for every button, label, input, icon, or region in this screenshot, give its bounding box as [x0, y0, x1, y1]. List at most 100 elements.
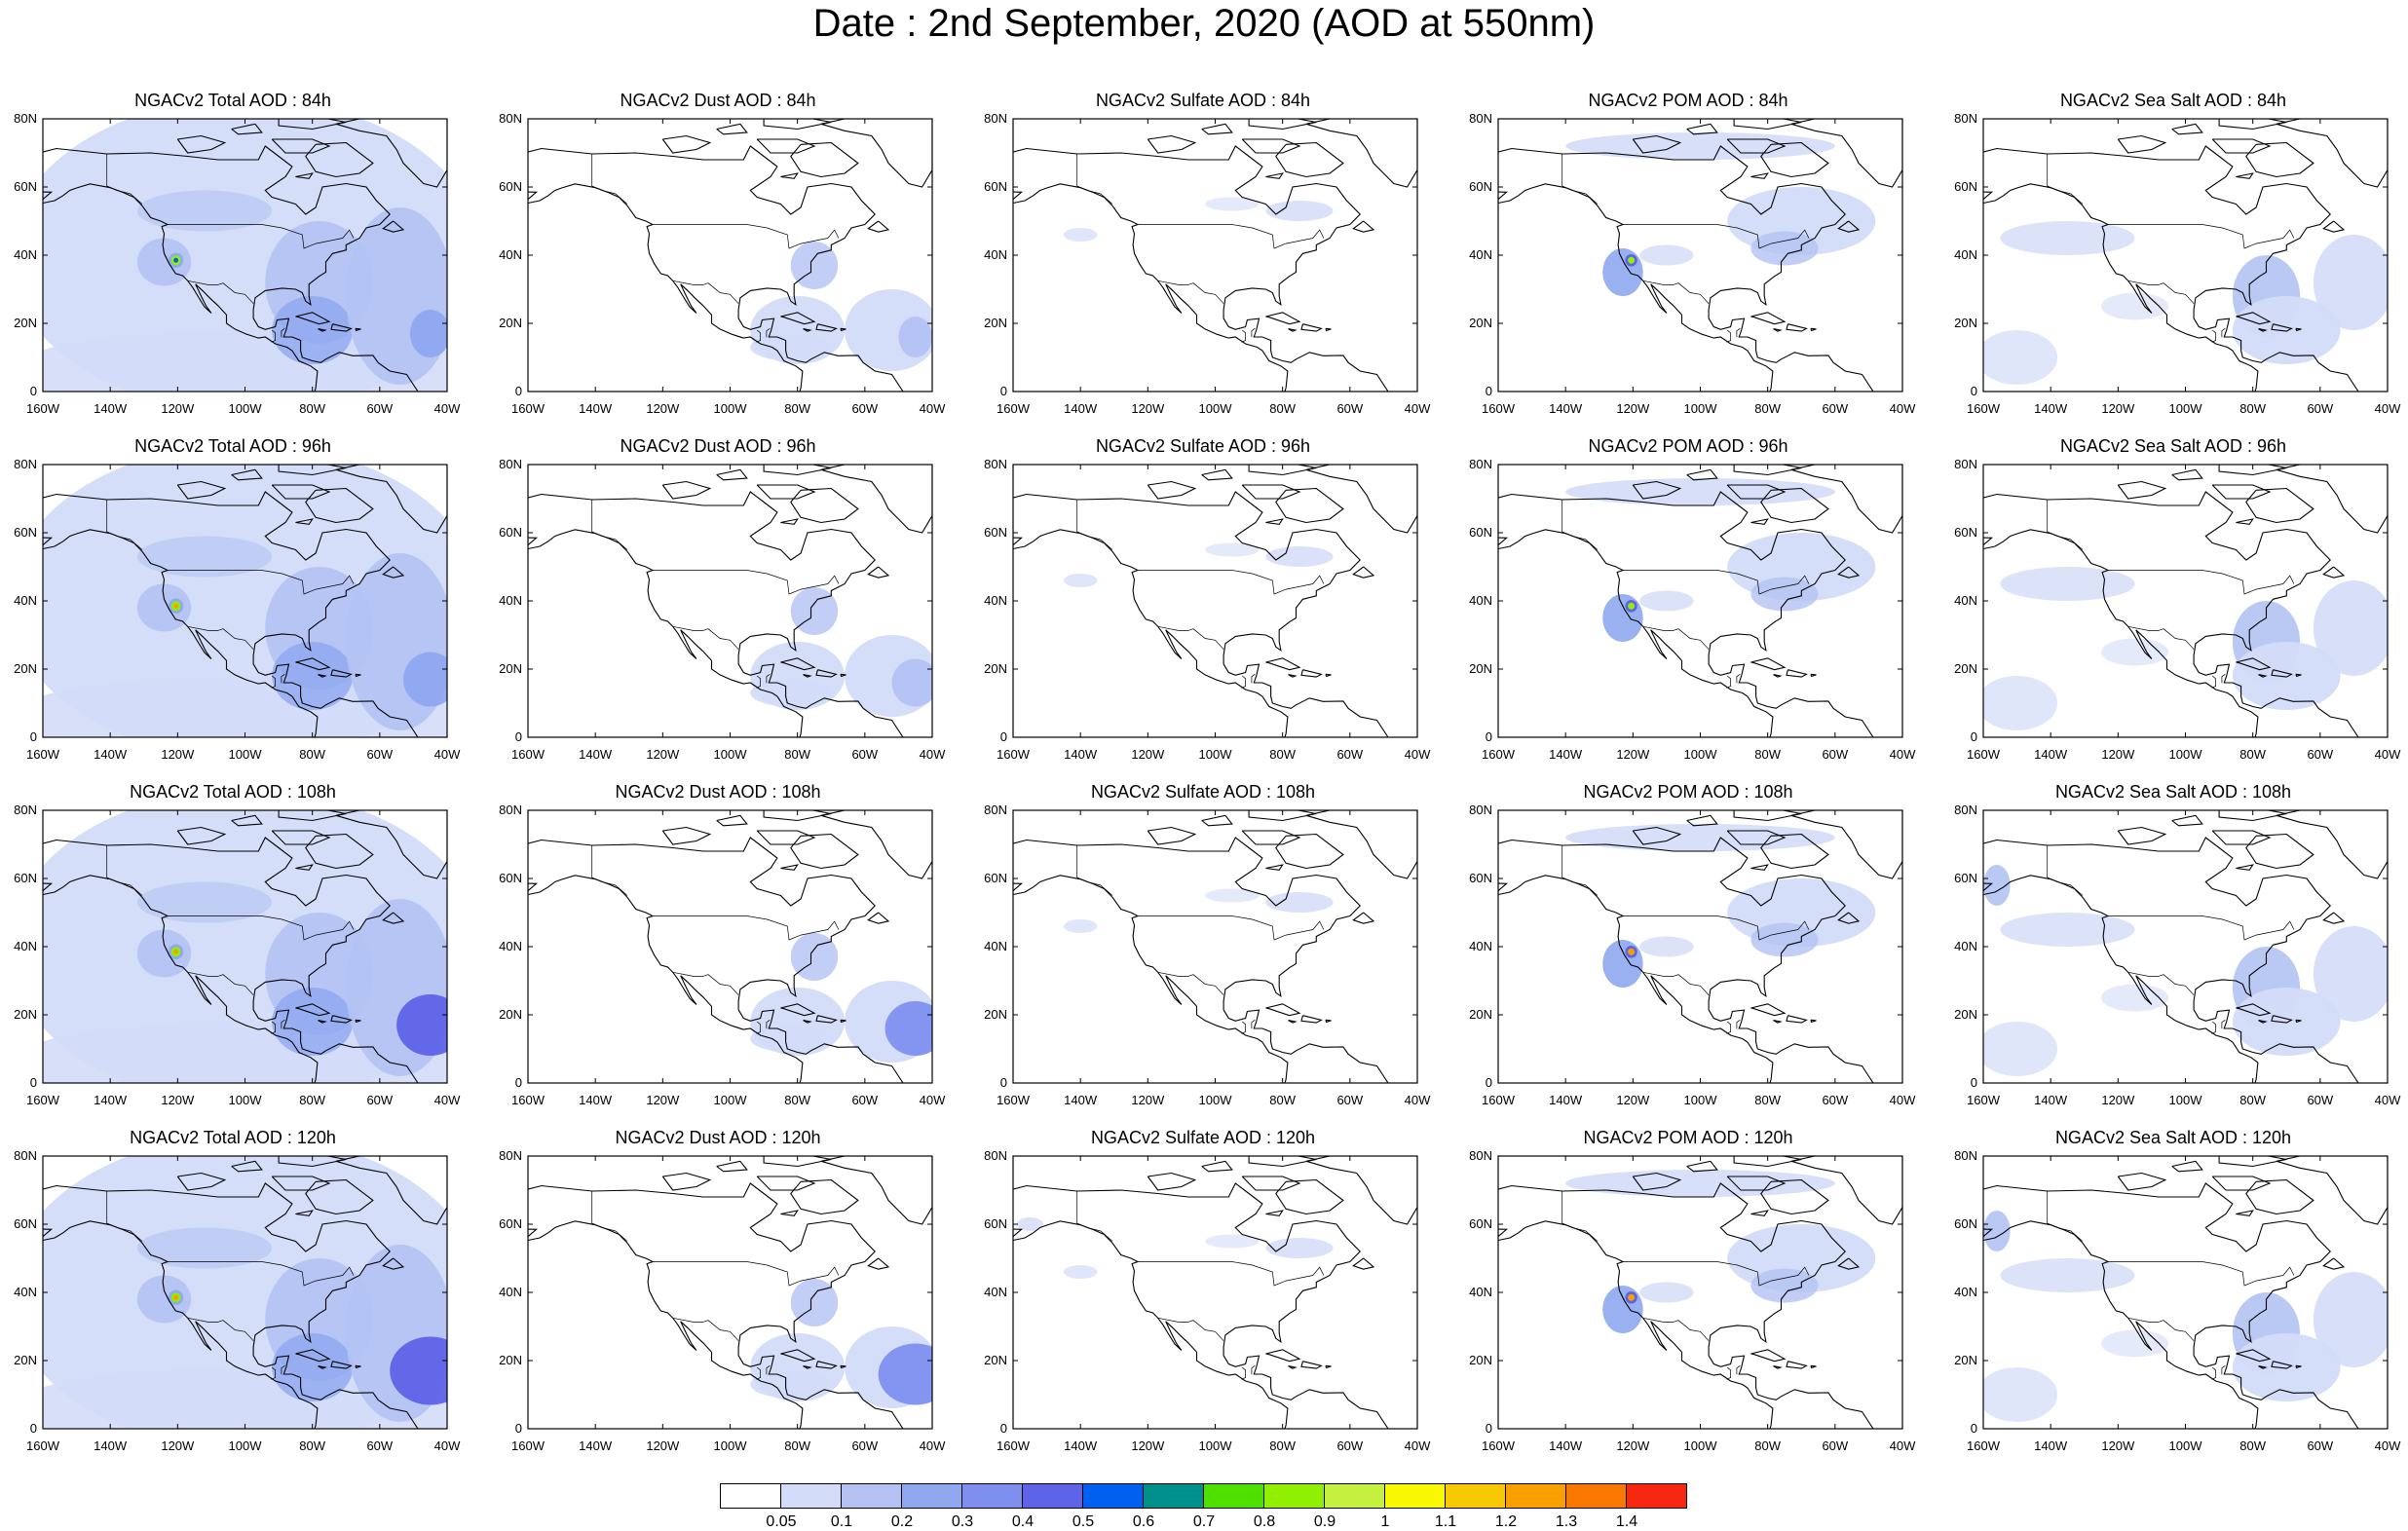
coastline-island: [305, 487, 374, 524]
x-tick-label: 140W: [1549, 1438, 1583, 1453]
coastline-island: [716, 123, 748, 135]
country-border: [1157, 280, 1224, 304]
y-tick-label: 20N: [984, 316, 1007, 330]
country-border: [271, 1021, 276, 1034]
coastline-island: [1147, 134, 1197, 154]
coastline-island: [867, 566, 890, 579]
coastline-island: [1248, 810, 1317, 822]
y-tick-label: 40N: [1469, 247, 1492, 262]
coastline-island: [661, 480, 712, 500]
panel-title: NGACv2 Sea Salt AOD : 84h: [2059, 91, 2287, 110]
colorbar-label: 0.05: [766, 1513, 797, 1530]
x-tick-label: 60W: [366, 1093, 393, 1107]
x-tick-label: 140W: [1064, 401, 1098, 416]
country-border: [2047, 500, 2084, 550]
x-tick-label: 160W: [997, 1438, 1031, 1453]
coastline-island: [295, 1349, 331, 1363]
coastline-island: [2218, 810, 2287, 822]
country-border: [1241, 1021, 1246, 1034]
coastlines: [528, 1156, 932, 1429]
x-tick-label: 60W: [1336, 1438, 1363, 1453]
country-border: [106, 154, 143, 205]
aod-field: [43, 810, 447, 1083]
aod-blob: [1983, 1022, 2058, 1076]
coastline-island: [1810, 1019, 1817, 1024]
coastline-island: [1760, 1178, 1829, 1215]
y-tick-label: 80N: [499, 113, 522, 126]
colorbar-label: 0.2: [890, 1513, 914, 1530]
coastline-island: [2236, 518, 2254, 525]
coastline-island: [1786, 669, 1808, 678]
country-border: [653, 915, 840, 941]
aod-field: [1983, 567, 2388, 730]
x-tick-label: 40W: [2375, 747, 2401, 762]
coastline-island: [803, 328, 812, 332]
coastlines: [1498, 465, 1902, 737]
coastline-island: [790, 141, 859, 178]
x-tick-label: 160W: [1967, 1093, 2001, 1107]
aod-blob: [1602, 940, 1643, 988]
y-tick-label: 0: [1486, 1421, 1492, 1436]
country-border: [756, 1021, 761, 1034]
aod-field: [1565, 478, 1876, 642]
aod-blob: [396, 994, 447, 1056]
aod-blob: [750, 1025, 832, 1053]
panel-title: NGACv2 Total AOD : 108h: [130, 782, 336, 802]
x-tick-label: 160W: [511, 1438, 546, 1453]
map-panel: NGACv2 Sulfate AOD : 84h 160W 140W 120W 100W…: [970, 90, 1438, 430]
coastline-island: [305, 833, 374, 870]
coastlines: [1013, 465, 1417, 737]
coastline-island: [1147, 480, 1197, 500]
coastline-island: [305, 141, 374, 178]
aod-blob: [878, 1343, 932, 1405]
country-border: [1157, 1317, 1224, 1341]
aod-blob: [1750, 577, 1819, 612]
coastline-island: [790, 833, 859, 870]
country-border: [1736, 674, 1741, 684]
y-tick-label: 60N: [14, 525, 37, 540]
country-border: [106, 1191, 143, 1242]
y-tick-label: 60N: [499, 525, 522, 540]
country-border: [187, 280, 254, 304]
coastline-island: [1837, 1257, 1861, 1270]
country-border: [1138, 915, 1325, 941]
coastline-island: [1265, 1349, 1301, 1363]
country-border: [591, 845, 628, 896]
x-tick-label: 100W: [1199, 1093, 1233, 1107]
country-border: [187, 971, 254, 995]
coastline-island: [1837, 220, 1861, 233]
coastline-island: [1686, 468, 1718, 481]
x-tick-label: 140W: [1549, 401, 1583, 416]
country-border: [1642, 1317, 1710, 1341]
country-border: [106, 845, 143, 896]
coastline-island: [815, 323, 838, 332]
map-panel: NGACv2 Dust AOD : 120h 160W 140W 120W 100W 80…: [485, 1127, 953, 1468]
x-tick-label: 60W: [1822, 1438, 1848, 1453]
coastline-island: [1275, 141, 1344, 178]
aod-blob: [1628, 256, 1636, 264]
y-tick-label: 80N: [499, 1150, 522, 1163]
country-border: [1561, 845, 1599, 896]
aod-blob: [1983, 1367, 2058, 1422]
country-border: [2108, 915, 2295, 941]
coastline-greenland: [335, 1156, 447, 1225]
y-tick-label: 60N: [1954, 871, 1977, 885]
coastline-greenland: [2276, 1156, 2388, 1225]
country-border: [1736, 1020, 1741, 1029]
x-tick-label: 140W: [579, 747, 613, 762]
colorbar-swatch: [1203, 1483, 1264, 1509]
x-tick-label: 100W: [229, 747, 263, 762]
coastlines: [43, 465, 447, 737]
x-tick-label: 120W: [2101, 747, 2135, 762]
y-tick-label: 80N: [14, 1150, 37, 1163]
y-tick-label: 80N: [1954, 1150, 1977, 1163]
coastline-north-america: [528, 837, 904, 1083]
x-tick-label: 100W: [1684, 747, 1718, 762]
coastline-island: [2322, 220, 2346, 233]
coastline-island: [330, 323, 353, 332]
x-tick-label: 140W: [2034, 401, 2068, 416]
coastline-island: [1265, 172, 1284, 179]
aod-blob: [1628, 1293, 1636, 1301]
aod-blob: [1750, 1268, 1819, 1303]
map-panel: NGACv2 Dust AOD : 96h 160W 140W 120W 100W 80W…: [485, 435, 953, 776]
